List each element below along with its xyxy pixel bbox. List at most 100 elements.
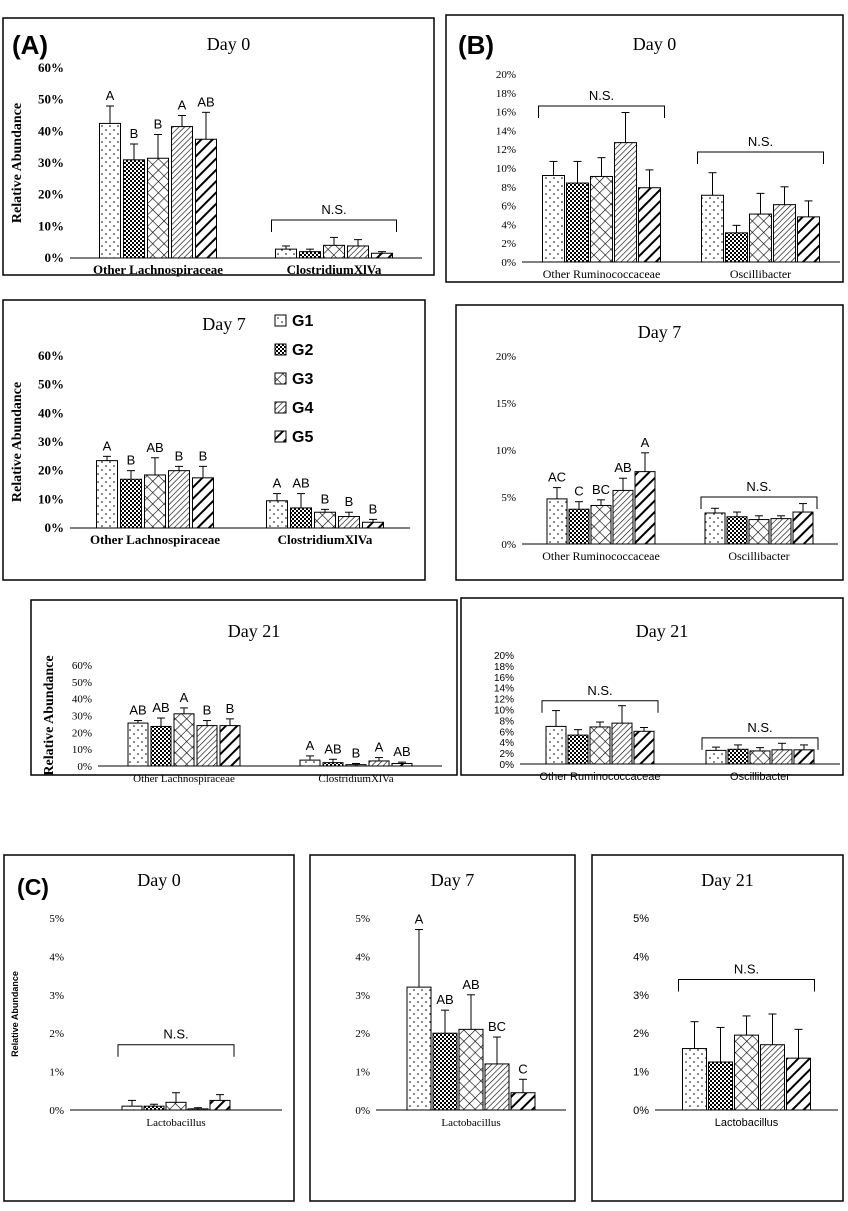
y-tick-label: 0% — [49, 1105, 64, 1117]
y-tick-label: 15% — [496, 398, 516, 410]
y-tick-label: 40% — [38, 123, 64, 138]
panel-border — [2, 299, 426, 581]
legend-swatch-G3 — [274, 372, 287, 385]
x-category-label: Other Lachnospiraceae — [93, 262, 223, 277]
bar-G3 — [749, 750, 771, 765]
bar-G5 — [362, 521, 384, 529]
bar-G3 — [165, 1101, 187, 1111]
y-axis-label: Relative Abundance — [10, 382, 25, 502]
bar-G4 — [770, 518, 792, 545]
bar-G2 — [322, 762, 344, 767]
y-tick-label: 6% — [501, 201, 516, 213]
legend-swatch-G5 — [274, 430, 287, 443]
bar-G3 — [314, 511, 336, 529]
bar-G2 — [726, 516, 748, 545]
y-tick-label: 20% — [38, 187, 64, 202]
chart-panel-9: Day 21 0% 1% 2% 3% 4% 5% Lactobacillus N.S. — [591, 854, 844, 1202]
bar-G2 — [123, 159, 145, 259]
bar-G3 — [173, 713, 195, 767]
y-tick-label: 12% — [496, 144, 516, 156]
significance-letter: BC — [488, 1019, 506, 1034]
y-tick-label: 20% — [494, 651, 514, 662]
bar-G1 — [701, 194, 724, 263]
bar-G1 — [545, 725, 567, 765]
bar-G2 — [143, 1105, 165, 1111]
y-tick-label: 60% — [72, 660, 92, 672]
bar-G4 — [760, 1044, 785, 1111]
significance-letter: B — [203, 703, 212, 718]
x-category-label: ClostridiumXlVa — [278, 532, 373, 547]
y-tick-label: 18% — [496, 88, 516, 100]
y-tick-label: 12% — [494, 695, 514, 706]
bar-G4 — [612, 489, 634, 545]
bar-G3 — [323, 244, 345, 259]
bar-G5 — [792, 511, 814, 545]
bar-G4 — [611, 722, 633, 765]
bar-G5 — [219, 725, 241, 767]
bar-G4 — [368, 760, 390, 767]
y-tick-label: 1% — [355, 1067, 370, 1079]
chart-panel-6: Day 21 0%2%4%6%8%10%12%14%16%18%20% Other … — [460, 597, 844, 783]
y-axis-label: Relative Abundance — [42, 655, 57, 775]
bar-G2 — [566, 182, 589, 263]
y-tick-label: 4% — [501, 219, 516, 231]
significance-letter: AB — [197, 94, 214, 109]
y-tick-label: 50% — [72, 677, 92, 689]
bar-G1 — [546, 498, 568, 545]
panel-letter: (A) — [12, 30, 48, 60]
ns-bracket — [697, 151, 824, 165]
significance-letter: A — [106, 88, 115, 103]
chart-title: Day 0 — [633, 34, 677, 54]
bar-G4 — [347, 245, 369, 259]
y-tick-label: 2% — [500, 749, 515, 760]
y-tick-label: 40% — [72, 694, 92, 706]
bar-G4 — [187, 1108, 209, 1111]
y-tick-label: 18% — [494, 662, 514, 673]
ns-label: N.S. — [321, 202, 346, 217]
y-tick-label: 10% — [38, 218, 64, 233]
bar-G4 — [614, 142, 637, 263]
bar-G5 — [786, 1057, 811, 1111]
y-tick-label: 20% — [72, 727, 92, 739]
significance-letter: B — [226, 701, 235, 716]
y-tick-label: 4% — [49, 951, 64, 963]
ns-bracket — [271, 219, 397, 232]
y-tick-label: 16% — [494, 673, 514, 684]
y-tick-label: 10% — [72, 744, 92, 756]
chart-title: Day 21 — [228, 621, 281, 641]
y-tick-label: 2% — [49, 1028, 64, 1040]
legend-label-G1: G1 — [292, 313, 313, 330]
y-tick-label: 30% — [72, 711, 92, 723]
panel-border — [591, 854, 844, 1202]
ns-label: N.S. — [748, 134, 773, 149]
bar-G1 — [705, 749, 727, 765]
ns-label: N.S. — [747, 720, 772, 735]
ns-bracket — [678, 978, 815, 992]
significance-letter: B — [130, 126, 139, 141]
y-tick-label: 30% — [38, 434, 64, 449]
bar-G1 — [275, 248, 297, 259]
legend: G1 G2 G3 G4 G5 — [274, 313, 313, 446]
significance-letter: A — [180, 690, 189, 705]
chart-title: Day 7 — [638, 322, 682, 342]
bar-G5 — [793, 749, 815, 765]
x-category-label: ClostridiumXlVa — [318, 773, 393, 785]
y-tick-label: 8% — [501, 182, 516, 194]
panel-border — [460, 597, 844, 776]
bar-G3 — [748, 519, 770, 545]
bar-G5 — [195, 138, 217, 259]
y-tick-label: 3% — [49, 990, 64, 1002]
bar-G3 — [144, 474, 166, 529]
bar-G3 — [458, 1028, 484, 1111]
x-category-label: Other Ruminococcaceae — [539, 771, 660, 783]
bar-G4 — [338, 516, 360, 529]
panel-border — [30, 599, 458, 776]
x-category-label: Other Ruminococcaceae — [543, 267, 661, 281]
y-tick-label: 4% — [355, 951, 370, 963]
bar-G1 — [704, 512, 726, 545]
x-category-label: Lactobacillus — [441, 1117, 500, 1129]
y-tick-label: 3% — [633, 990, 649, 1002]
y-tick-label: 0% — [355, 1105, 370, 1117]
y-tick-label: 1% — [633, 1067, 649, 1079]
